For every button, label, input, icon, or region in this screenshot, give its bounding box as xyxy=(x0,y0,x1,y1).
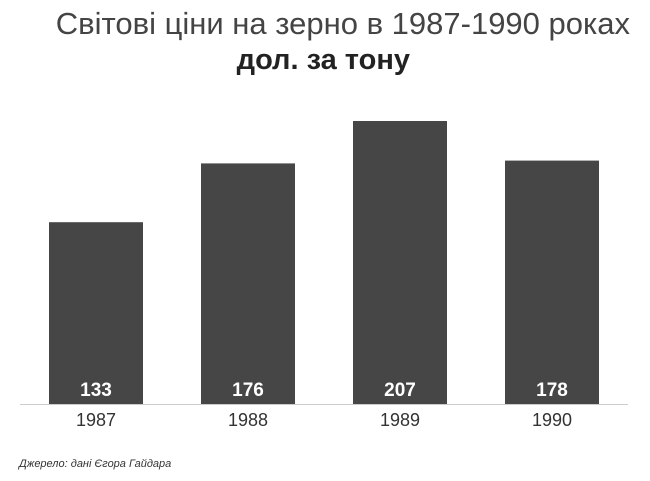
x-tick-label-1988: 1988 xyxy=(228,410,268,430)
bar-1988 xyxy=(201,163,295,404)
bar-1989 xyxy=(353,121,447,404)
chart-subtitle: дол. за тону xyxy=(236,44,410,76)
bar-1990 xyxy=(505,160,599,404)
x-tick-label-1987: 1987 xyxy=(76,410,116,430)
source-note: Джерело: дані Єгора Гайдара xyxy=(19,458,172,470)
x-tick-label-1990: 1990 xyxy=(532,410,572,430)
value-label-1989: 207 xyxy=(384,380,416,401)
x-tick-label-1989: 1989 xyxy=(380,410,420,430)
chart-title: Світові ціни на зерно в 1987-1990 роках xyxy=(55,6,630,41)
value-label-1988: 176 xyxy=(232,380,264,401)
bar-1987 xyxy=(49,222,143,404)
value-label-1990: 178 xyxy=(536,380,568,401)
value-label-1987: 133 xyxy=(80,380,112,401)
